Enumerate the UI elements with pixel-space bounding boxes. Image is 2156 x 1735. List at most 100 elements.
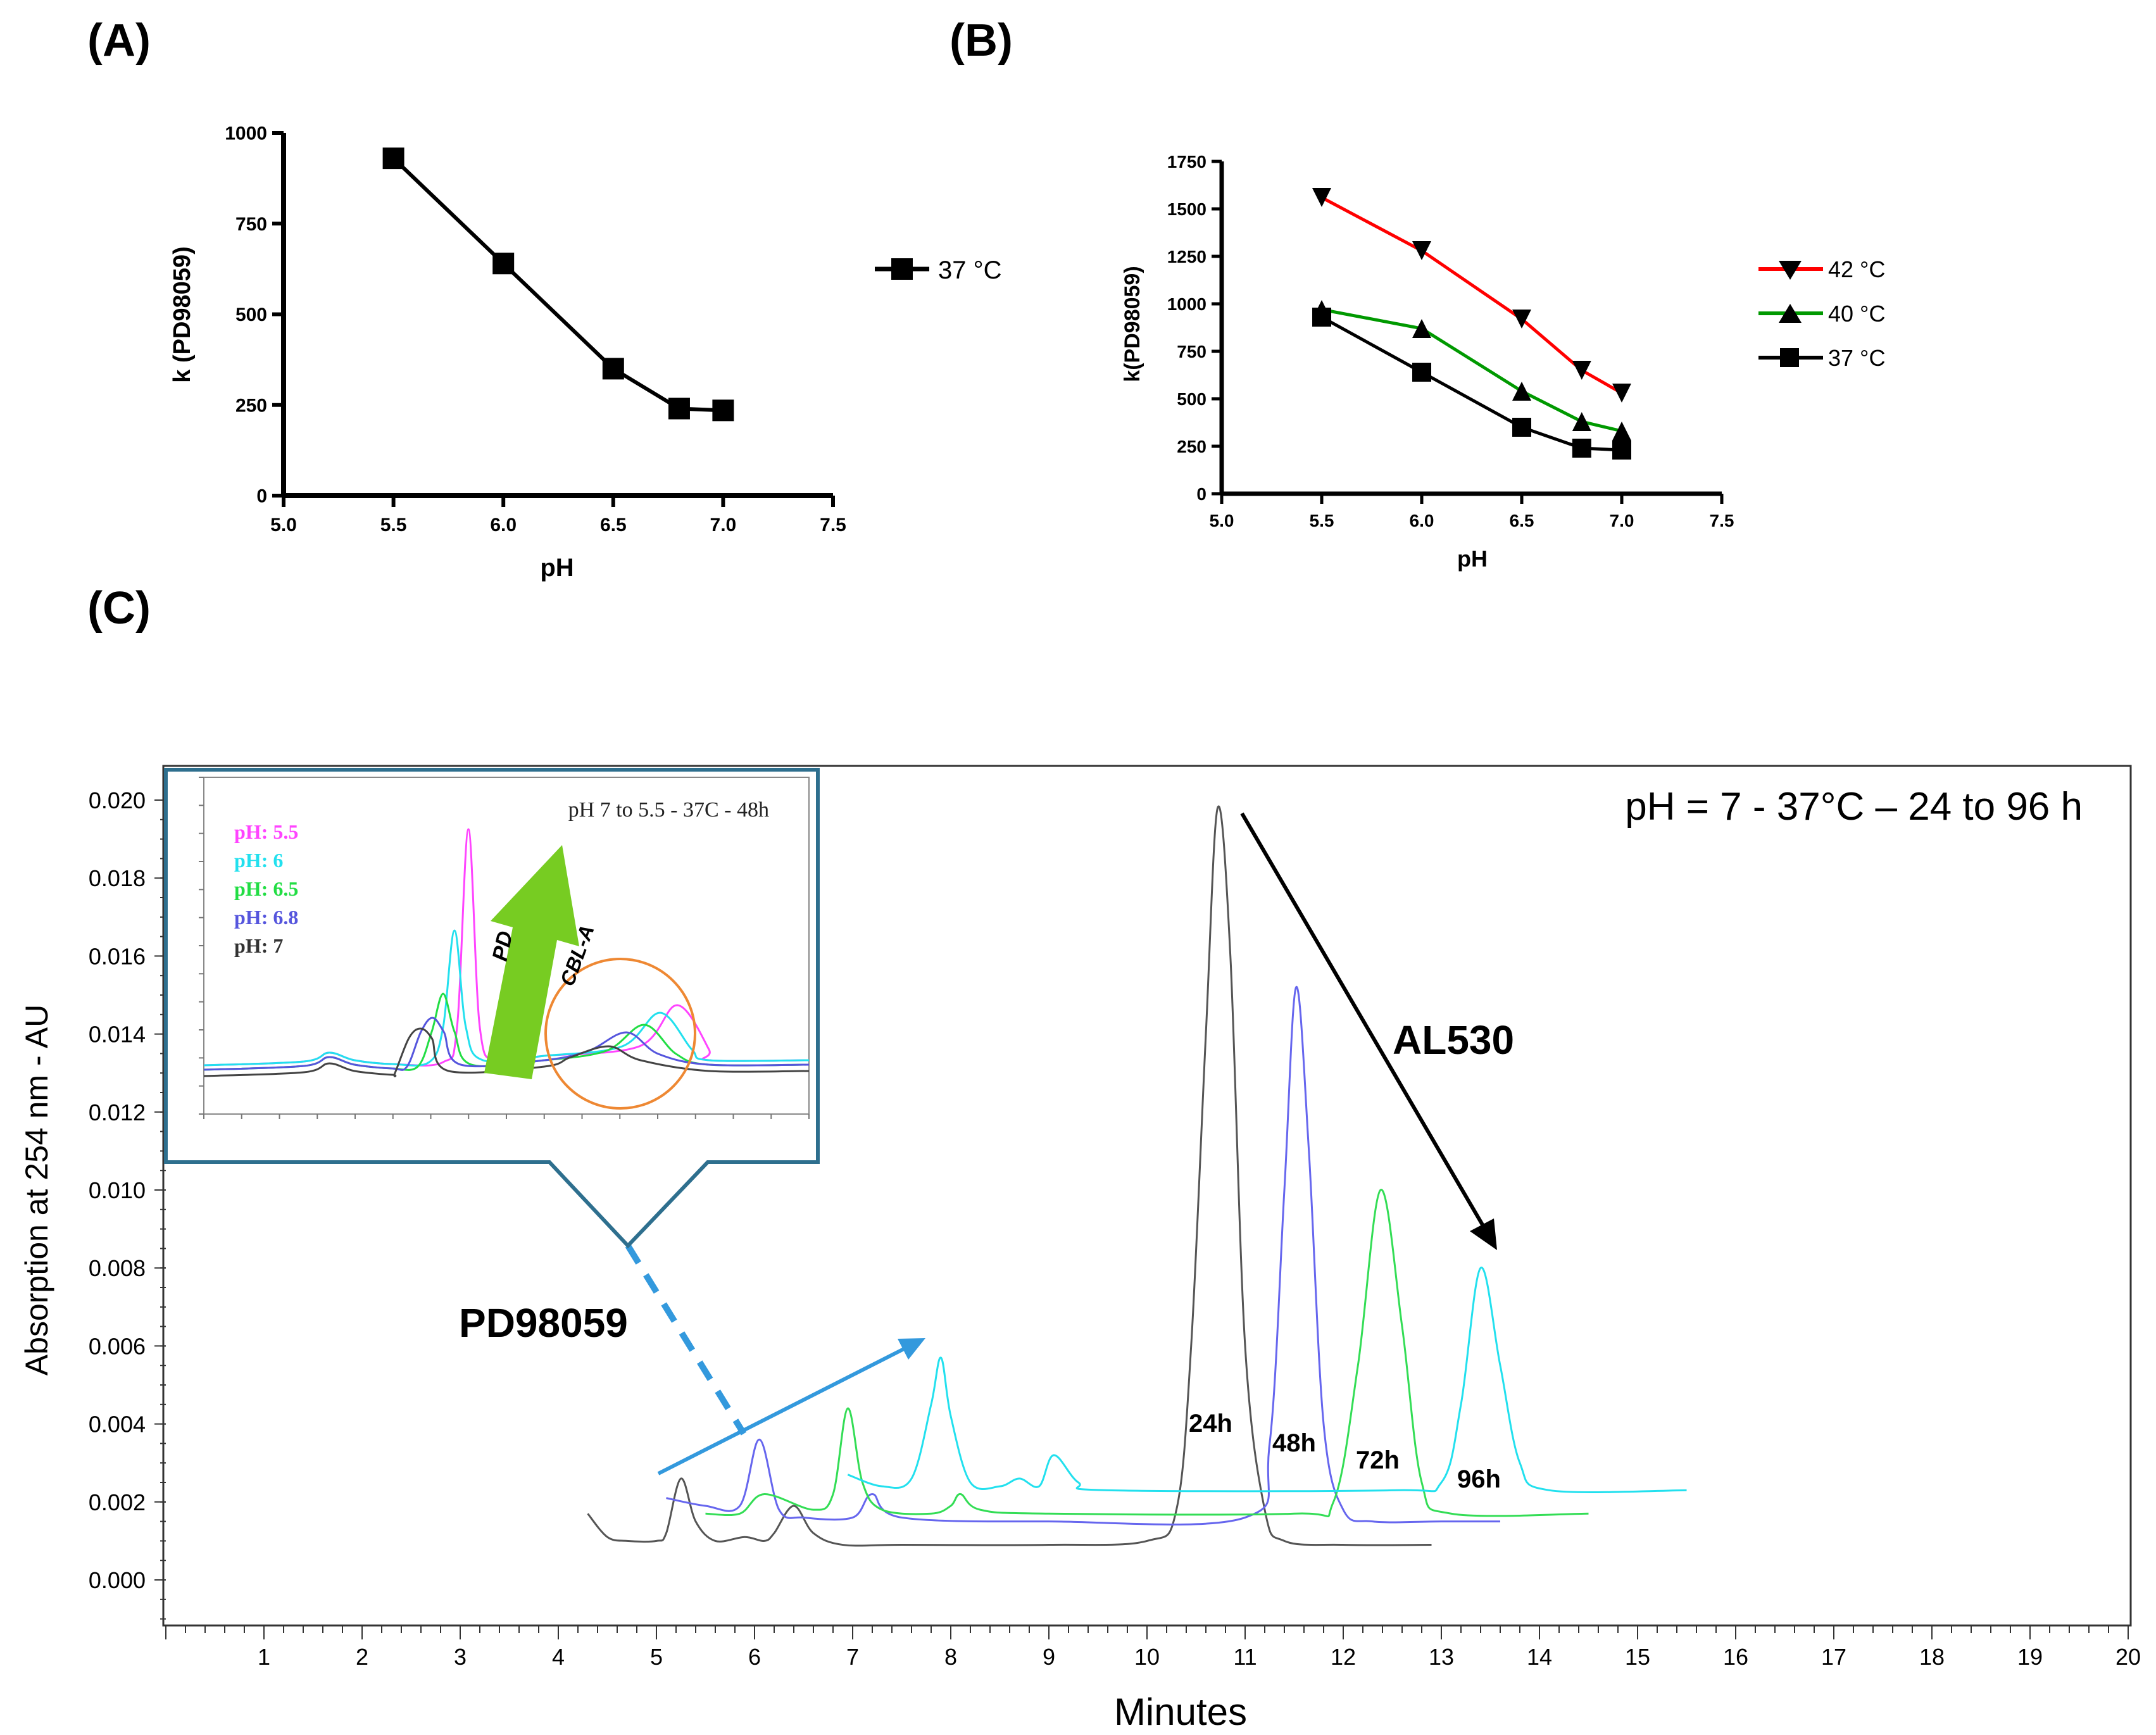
chart-b-legend: 42 °C 40 °C 37 °C bbox=[1758, 256, 1885, 371]
chart-b-x-tick-label: 7.5 bbox=[1710, 511, 1734, 530]
chart-c-trace-24h bbox=[587, 805, 1432, 1547]
chart-c: 1 2 3 4 5 6 7 8 9 10 11 12 13 14 15 16 17 18 19 200.0000.00… bbox=[19, 765, 2141, 1733]
chart-b-point bbox=[1612, 422, 1631, 441]
chart-c-y-tick-label: 0.002 bbox=[89, 1489, 146, 1515]
chart-b-point bbox=[1312, 188, 1331, 207]
inset-legend-ph7: pH: 7 bbox=[234, 934, 283, 957]
chart-a-x-tick-label: 6.5 bbox=[600, 515, 627, 536]
chart-c-x-tick-label: 10 bbox=[1134, 1644, 1160, 1670]
chart-c-x-tick-label: 7 bbox=[846, 1644, 859, 1670]
chart-b-point bbox=[1612, 384, 1631, 403]
chart-c-x-tick-label: 17 bbox=[1821, 1644, 1846, 1670]
peak-label-48h: 48h bbox=[1272, 1429, 1316, 1457]
chart-b-ylabel: k(PD98059) bbox=[1120, 266, 1144, 382]
chart-c-y-tick-label: 0.010 bbox=[89, 1177, 146, 1203]
chart-a-legend-marker bbox=[891, 258, 913, 280]
chart-c-x-tick-label: 19 bbox=[2017, 1644, 2043, 1670]
panel-label-b: (B) bbox=[950, 15, 1013, 66]
chart-a-x-tick-label: 7.5 bbox=[820, 515, 846, 536]
peak-label-72h: 72h bbox=[1356, 1446, 1400, 1474]
chart-c-trace-72h bbox=[705, 1189, 1589, 1518]
chart-b-point bbox=[1412, 363, 1431, 382]
chart-c-x-tick-label: 13 bbox=[1429, 1644, 1454, 1670]
chart-a-y-tick-label: 1000 bbox=[225, 123, 267, 144]
chart-b-series-line bbox=[1321, 308, 1622, 433]
chart-b-point bbox=[1612, 441, 1631, 460]
chart-b-x-tick-label: 6.0 bbox=[1410, 511, 1434, 530]
chart-c-x-tick-label: 11 bbox=[1233, 1644, 1257, 1670]
chart-c-y-tick-label: 0.016 bbox=[89, 943, 146, 969]
chart-b-point bbox=[1512, 310, 1531, 329]
chart-c-y-tick-label: 0.006 bbox=[89, 1333, 146, 1359]
al530-arrow-line bbox=[1240, 812, 1486, 1229]
chart-c-x-tick-label: 9 bbox=[1043, 1644, 1055, 1670]
chart-b-y-tick-label: 1750 bbox=[1167, 152, 1206, 172]
chart-c-x-tick-label: 6 bbox=[748, 1644, 761, 1670]
chart-b-legend-label-42: 42 °C bbox=[1828, 256, 1885, 282]
chart-b-y-tick-label: 750 bbox=[1177, 342, 1206, 361]
inset-title: pH 7 to 5.5 - 37C - 48h bbox=[568, 798, 769, 822]
chart-c-title: pH = 7 - 37°C – 24 to 96 h bbox=[1625, 785, 2083, 829]
chart-a-point bbox=[602, 358, 624, 380]
chart-b-point bbox=[1412, 319, 1431, 338]
chart-c-x-tick-label: 15 bbox=[1625, 1644, 1650, 1670]
chart-c-x-tick-label: 14 bbox=[1527, 1644, 1552, 1670]
chart-c-trace-48h bbox=[666, 986, 1500, 1525]
pd98059-label: PD98059 bbox=[459, 1300, 628, 1346]
chart-b-y-tick-label: 1000 bbox=[1167, 294, 1206, 314]
chart-b-legend-marker-42 bbox=[1779, 261, 1802, 280]
chart-c-x-tick-label: 4 bbox=[552, 1644, 565, 1670]
panel-label-a: (A) bbox=[87, 15, 151, 66]
panel-label-c: (C) bbox=[87, 583, 151, 634]
chart-c-x-tick-label: 12 bbox=[1331, 1644, 1356, 1670]
chart-c-y-tick-label: 0.004 bbox=[89, 1412, 146, 1437]
chart-b: 5.0 5.5 6.0 6.5 7.0 7.5 0 250 500 750 1000 1250 1500… bbox=[1120, 152, 1885, 572]
chart-a-legend-label: 37 °C bbox=[938, 256, 1002, 284]
inset-curves bbox=[203, 828, 810, 1077]
chart-a-series-line bbox=[392, 156, 724, 413]
inset: pH 7 to 5.5 - 37C - 48h pH: 5.5 pH: 6 pH… bbox=[164, 768, 820, 1249]
chart-c-x-tick-label: 18 bbox=[1919, 1644, 1945, 1670]
chart-a-x-tick-label: 5.5 bbox=[380, 515, 407, 536]
chart-b-legend-marker-40 bbox=[1779, 304, 1802, 323]
chart-b-y-tick-label: 0 bbox=[1196, 484, 1206, 504]
chart-c-x-tick-label: 5 bbox=[650, 1644, 663, 1670]
inset-green-arrow bbox=[484, 845, 579, 1079]
inset-legend-ph55: pH: 5.5 bbox=[234, 820, 298, 843]
chart-c-y-tick-label: 0.012 bbox=[89, 1099, 146, 1125]
chart-b-xlabel: pH bbox=[1457, 546, 1488, 572]
chart-c-y-tick-label: 0.018 bbox=[89, 865, 146, 891]
inset-legend-ph65: pH: 6.5 bbox=[234, 877, 298, 900]
chart-c-x-tick-label: 2 bbox=[356, 1644, 368, 1670]
chart-b-legend-label-40: 40 °C bbox=[1828, 301, 1885, 327]
chart-c-x-tick-label: 8 bbox=[944, 1644, 957, 1670]
chart-b-point bbox=[1512, 418, 1531, 437]
chart-b-legend-marker-37 bbox=[1780, 348, 1799, 367]
chart-c-trace-96h bbox=[847, 1267, 1687, 1494]
chart-a-point bbox=[668, 398, 690, 420]
chart-a-xlabel: pH bbox=[540, 554, 573, 582]
chart-c-xlabel: Minutes bbox=[1114, 1691, 1247, 1733]
chart-c-x-tick-label: 20 bbox=[2115, 1644, 2141, 1670]
chart-c-y-tick-label: 0.008 bbox=[89, 1255, 146, 1281]
chart-a: 5.0 5.5 6.0 6.5 7.0 7.5 0 250 500 750 1000 pH k (P… bbox=[169, 123, 1002, 582]
chart-a-point bbox=[712, 399, 734, 422]
chart-b-x-tick-label: 6.5 bbox=[1510, 511, 1534, 530]
chart-a-y-tick-label: 500 bbox=[235, 304, 267, 325]
chart-c-x-tick-label: 1 bbox=[258, 1644, 270, 1670]
chart-a-y-tick-label: 0 bbox=[256, 486, 267, 507]
inset-ticks bbox=[199, 777, 810, 1119]
chart-b-y-tick-label: 500 bbox=[1177, 389, 1206, 409]
chart-b-legend-label-37: 37 °C bbox=[1828, 345, 1885, 371]
chart-b-point bbox=[1412, 241, 1431, 260]
chart-b-y-tick-label: 1500 bbox=[1167, 199, 1206, 219]
peak-label-24h: 24h bbox=[1189, 1410, 1232, 1437]
pd-trend-arrow-line bbox=[657, 1346, 906, 1475]
chart-b-point bbox=[1572, 361, 1591, 380]
chart-c-ylabel: Absorption at 254 nm - AU bbox=[19, 1005, 54, 1375]
inset-trace bbox=[203, 1027, 810, 1077]
al530-arrow-head bbox=[1470, 1218, 1497, 1250]
chart-a-point bbox=[492, 253, 515, 275]
chart-b-x-tick-label: 7.0 bbox=[1610, 511, 1634, 530]
